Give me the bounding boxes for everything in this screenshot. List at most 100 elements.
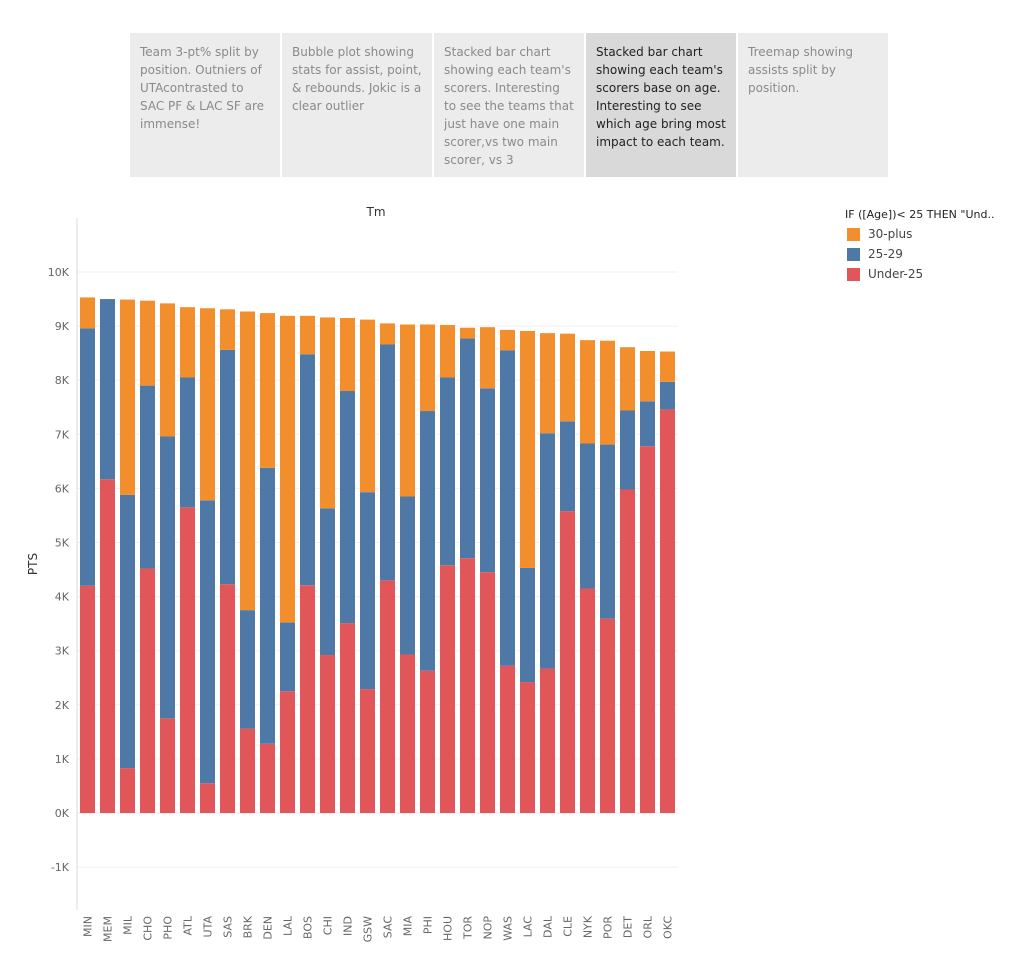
bar-segment-okc-25-29[interactable]: [660, 381, 675, 410]
bar-segment-cle-under-25[interactable]: [560, 511, 575, 813]
bar-segment-min-under-25[interactable]: [80, 585, 95, 813]
bar-segment-lac-25-29[interactable]: [520, 567, 535, 683]
bar-segment-hou-under-25[interactable]: [440, 565, 455, 813]
bar-segment-det-30-plus[interactable]: [620, 347, 635, 411]
bar-segment-hou-25-29[interactable]: [440, 377, 455, 566]
bar-segment-cho-under-25[interactable]: [140, 568, 155, 813]
bar-segment-tor-under-25[interactable]: [460, 558, 475, 813]
bar-segment-mem-under-25[interactable]: [100, 479, 115, 813]
bar-segment-cho-30-plus[interactable]: [140, 300, 155, 386]
legend-item-under-25[interactable]: Under-25: [845, 264, 1015, 284]
bar-segment-sas-25-29[interactable]: [220, 349, 235, 585]
bar-segment-nyk-under-25[interactable]: [580, 588, 595, 813]
bar-segment-lal-25-29[interactable]: [280, 622, 295, 692]
bar-segment-dal-under-25[interactable]: [540, 668, 555, 813]
bar-segment-chi-under-25[interactable]: [320, 655, 335, 813]
bar-segment-brk-30-plus[interactable]: [240, 311, 255, 611]
bar-segment-cle-25-29[interactable]: [560, 421, 575, 512]
bar-segment-sas-30-plus[interactable]: [220, 309, 235, 350]
bar-segment-bos-25-29[interactable]: [300, 354, 315, 586]
bar-segment-por-30-plus[interactable]: [600, 340, 615, 445]
legend-item-30-plus[interactable]: 30-plus: [845, 224, 1015, 244]
bar-segment-det-under-25[interactable]: [620, 489, 635, 813]
x-tick-label: ORL: [642, 915, 655, 938]
bar-segment-mil-under-25[interactable]: [120, 768, 135, 813]
bar-segment-was-30-plus[interactable]: [500, 329, 515, 351]
bar-segment-ind-under-25[interactable]: [340, 623, 355, 813]
bar-segment-brk-25-29[interactable]: [240, 610, 255, 729]
bar-segment-atl-30-plus[interactable]: [180, 307, 195, 378]
bar-segment-uta-30-plus[interactable]: [200, 308, 215, 501]
bar-segment-uta-25-29[interactable]: [200, 500, 215, 784]
bar-segment-sac-30-plus[interactable]: [380, 323, 395, 345]
bar-segment-cle-30-plus[interactable]: [560, 333, 575, 422]
bar-segment-gsw-25-29[interactable]: [360, 492, 375, 690]
bar-segment-pho-30-plus[interactable]: [160, 303, 175, 437]
story-point-2[interactable]: Bubble plot showing stats for assist, po…: [282, 33, 432, 177]
bar-segment-cho-25-29[interactable]: [140, 385, 155, 569]
bar-segment-phi-30-plus[interactable]: [420, 324, 435, 412]
bar-segment-tor-30-plus[interactable]: [460, 327, 475, 339]
bar-segment-okc-under-25[interactable]: [660, 409, 675, 813]
bar-segment-mia-under-25[interactable]: [400, 654, 415, 813]
bar-segment-gsw-under-25[interactable]: [360, 689, 375, 813]
bar-segment-was-under-25[interactable]: [500, 665, 515, 813]
bar-segment-orl-25-29[interactable]: [640, 401, 655, 447]
bar-segment-chi-25-29[interactable]: [320, 508, 335, 656]
bar-segment-orl-30-plus[interactable]: [640, 350, 655, 402]
bar-segment-atl-25-29[interactable]: [180, 377, 195, 508]
bar-segment-den-30-plus[interactable]: [260, 313, 275, 468]
bar-segment-nyk-25-29[interactable]: [580, 443, 595, 589]
story-navigator: Team 3-pt% split by position. Outniers o…: [130, 33, 888, 177]
bar-segment-den-under-25[interactable]: [260, 743, 275, 813]
bar-segment-ind-30-plus[interactable]: [340, 317, 355, 392]
bar-segment-brk-under-25[interactable]: [240, 728, 255, 813]
bar-segment-hou-30-plus[interactable]: [440, 325, 455, 378]
bar-segment-ind-25-29[interactable]: [340, 391, 355, 624]
bar-segment-dal-25-29[interactable]: [540, 433, 555, 669]
bar-segment-pho-under-25[interactable]: [160, 718, 175, 813]
bar-segment-por-under-25[interactable]: [600, 618, 615, 813]
bar-segment-phi-under-25[interactable]: [420, 670, 435, 813]
bar-segment-lal-under-25[interactable]: [280, 691, 295, 813]
legend-item-25-29[interactable]: 25-29: [845, 244, 1015, 264]
bar-segment-was-25-29[interactable]: [500, 350, 515, 666]
y-tick-label: 2K: [55, 699, 70, 712]
bar-segment-orl-under-25[interactable]: [640, 446, 655, 813]
bar-segment-mil-30-plus[interactable]: [120, 299, 135, 495]
bar-segment-nop-30-plus[interactable]: [480, 327, 495, 389]
bar-segment-min-25-29[interactable]: [80, 328, 95, 586]
story-point-4[interactable]: Stacked bar chart showing each team's sc…: [586, 33, 736, 177]
bar-segment-phi-25-29[interactable]: [420, 411, 435, 671]
bar-segment-min-30-plus[interactable]: [80, 297, 95, 329]
bar-segment-lac-30-plus[interactable]: [520, 330, 535, 568]
story-point-3[interactable]: Stacked bar chart showing each team's sc…: [434, 33, 584, 177]
bar-segment-dal-30-plus[interactable]: [540, 333, 555, 434]
bar-segment-por-25-29[interactable]: [600, 444, 615, 619]
bar-segment-sas-under-25[interactable]: [220, 584, 235, 813]
bar-segment-mil-25-29[interactable]: [120, 494, 135, 769]
bar-segment-nyk-30-plus[interactable]: [580, 340, 595, 444]
story-point-1[interactable]: Team 3-pt% split by position. Outniers o…: [130, 33, 280, 177]
bar-segment-bos-under-25[interactable]: [300, 585, 315, 813]
bar-segment-gsw-30-plus[interactable]: [360, 319, 375, 493]
bar-segment-nop-under-25[interactable]: [480, 572, 495, 813]
bar-segment-den-25-29[interactable]: [260, 467, 275, 744]
bar-segment-uta-under-25[interactable]: [200, 783, 215, 813]
bar-segment-tor-25-29[interactable]: [460, 338, 475, 559]
story-point-5[interactable]: Treemap showing assists split by positio…: [738, 33, 888, 177]
bar-segment-sac-under-25[interactable]: [380, 580, 395, 813]
bar-segment-lac-under-25[interactable]: [520, 682, 535, 813]
bar-segment-chi-30-plus[interactable]: [320, 317, 335, 509]
bar-segment-mia-25-29[interactable]: [400, 496, 415, 655]
bar-segment-okc-30-plus[interactable]: [660, 351, 675, 382]
bar-segment-nop-25-29[interactable]: [480, 388, 495, 573]
bar-segment-sac-25-29[interactable]: [380, 344, 395, 581]
bar-segment-det-25-29[interactable]: [620, 410, 635, 490]
bar-segment-pho-25-29[interactable]: [160, 436, 175, 719]
bar-segment-mia-30-plus[interactable]: [400, 324, 415, 497]
bar-segment-mem-25-29[interactable]: [100, 299, 115, 480]
bar-segment-lal-30-plus[interactable]: [280, 315, 295, 623]
bar-segment-bos-30-plus[interactable]: [300, 315, 315, 355]
bar-segment-atl-under-25[interactable]: [180, 507, 195, 813]
